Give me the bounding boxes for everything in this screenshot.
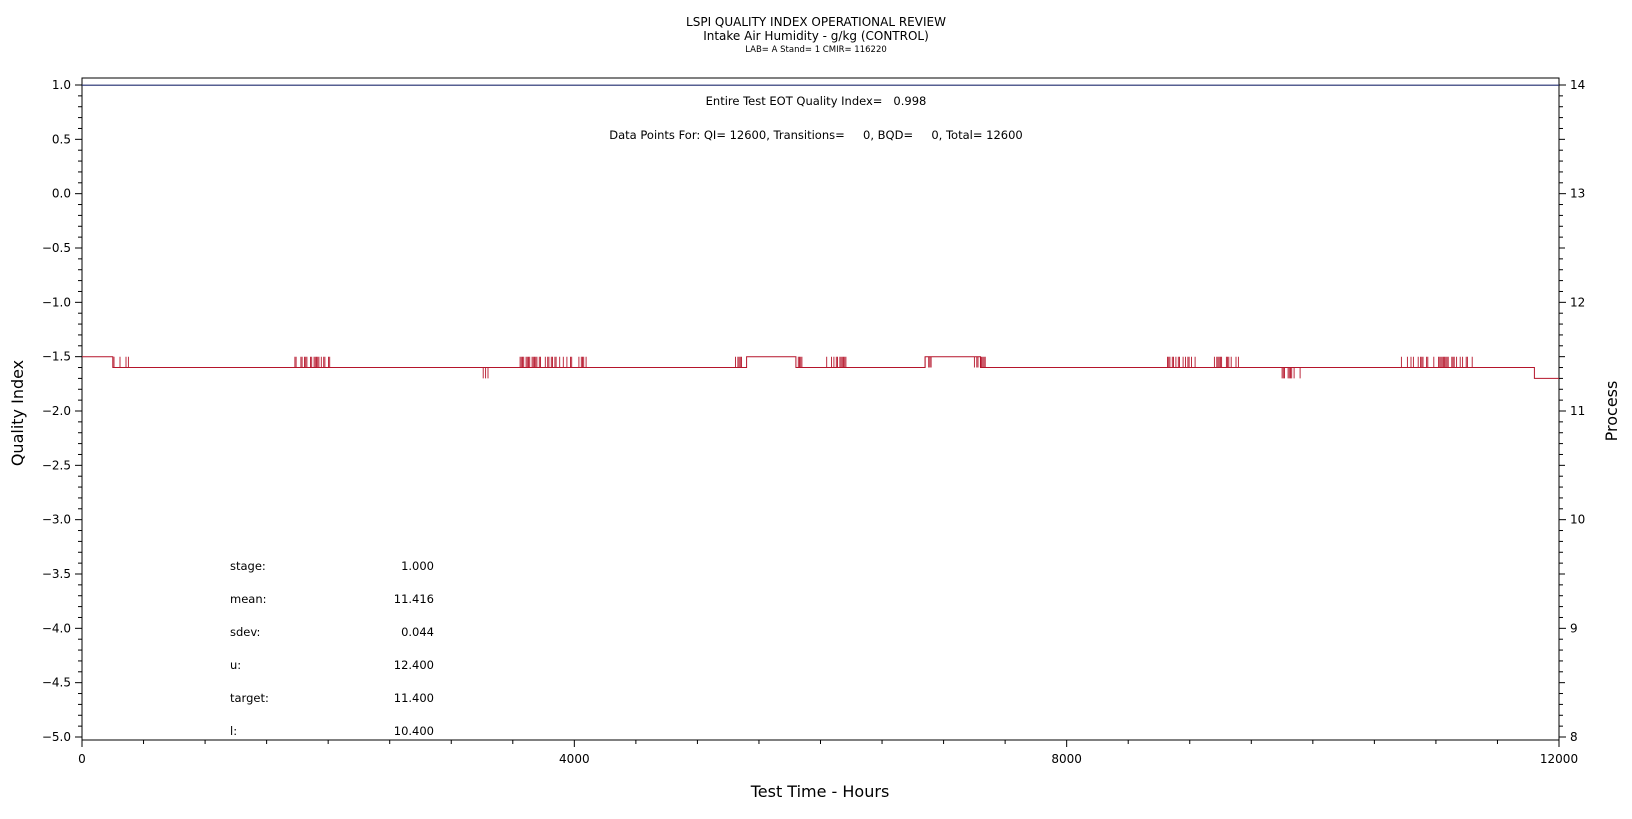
process-noise-burst xyxy=(1400,356,1473,368)
stat-value: 10.400 xyxy=(394,724,434,738)
stat-value: 12.400 xyxy=(394,658,434,672)
y-tick-label: −0.5 xyxy=(42,241,71,255)
y2-tick-label: 14 xyxy=(1570,78,1585,92)
y-tick-label: 1.0 xyxy=(52,78,71,92)
stat-label: u: xyxy=(230,658,241,672)
process-noise-burst xyxy=(1167,356,1196,368)
chart-subtitle: Intake Air Humidity - g/kg (CONTROL) xyxy=(703,29,929,43)
process-noise-burst xyxy=(924,356,932,368)
x-tick-label: 4000 xyxy=(559,752,590,766)
y-tick-label: −4.5 xyxy=(42,676,71,690)
left-axis-ticks: 1.0 0.5 0.0 −0.5 −1.0 −1.5 −2.0 −2.5 −3.0 −3.5 −4.… xyxy=(42,78,82,744)
y2-tick-label: 9 xyxy=(1570,621,1578,635)
eot-quality-index-annotation: Entire Test EOT Quality Index= 0.998 xyxy=(706,94,927,108)
chart-title: LSPI QUALITY INDEX OPERATIONAL REVIEW xyxy=(686,15,946,29)
series-layer xyxy=(82,84,1559,379)
process-noise-burst xyxy=(113,356,129,368)
process-noise-burst xyxy=(1213,356,1239,368)
y-tick-label: −2.0 xyxy=(42,404,71,418)
process-step-line xyxy=(82,356,1559,379)
stat-label: stage: xyxy=(230,559,266,573)
x-axis-label: Test Time - Hours xyxy=(750,782,890,801)
process-noise-burst xyxy=(735,356,742,368)
stat-label: sdev: xyxy=(230,625,260,639)
plot-frame xyxy=(81,77,1560,741)
y-tick-label: −4.0 xyxy=(42,621,71,635)
y2-tick-label: 13 xyxy=(1570,187,1585,201)
stat-value: 11.400 xyxy=(394,691,434,705)
process-noise-burst xyxy=(797,356,803,368)
y2-tick-label: 8 xyxy=(1570,730,1578,744)
stat-value: 11.416 xyxy=(394,592,434,606)
right-axis-ticks: 14 13 12 11 10 9 8 xyxy=(1559,78,1585,744)
chart-subtitle-secondary: LAB= A Stand= 1 CMIR= 116220 xyxy=(745,45,887,55)
process-noise-burst xyxy=(826,356,847,368)
y2-tick-label: 11 xyxy=(1570,404,1585,418)
stat-value: 1.000 xyxy=(401,559,434,573)
process-noise-burst xyxy=(1281,367,1301,379)
stats-block: stage: 1.000 mean: 11.416 sdev: 0.044 u: 12.400… xyxy=(230,559,434,738)
process-noise-burst xyxy=(482,367,489,379)
y-axis-label: Quality Index xyxy=(8,360,27,466)
process-noise-burst xyxy=(973,356,986,368)
process-noise-burst xyxy=(294,356,331,368)
x-tick-label: 8000 xyxy=(1051,752,1082,766)
y2-tick-label: 10 xyxy=(1570,513,1585,527)
x-tick-label: 12000 xyxy=(1540,752,1578,766)
stat-label: mean: xyxy=(230,592,267,606)
y2-tick-label: 12 xyxy=(1570,295,1585,309)
y-tick-label: −1.5 xyxy=(42,350,71,364)
y-tick-label: −3.5 xyxy=(42,567,71,581)
bottom-axis-ticks: 0 4000 8000 12000 xyxy=(78,740,1578,766)
y-tick-label: −1.0 xyxy=(42,295,71,309)
stat-label: target: xyxy=(230,691,269,705)
y-tick-label: 0.0 xyxy=(52,187,71,201)
y-tick-label: −5.0 xyxy=(42,730,71,744)
stat-value: 0.044 xyxy=(401,625,434,639)
stat-label: l: xyxy=(230,724,237,738)
data-points-annotation: Data Points For: QI= 12600, Transitions=… xyxy=(609,128,1022,142)
process-noise-burst xyxy=(519,356,587,368)
y2-axis-label: Process xyxy=(1602,381,1621,442)
y-tick-label: −2.5 xyxy=(42,458,71,472)
y-tick-label: 0.5 xyxy=(52,132,71,146)
y-tick-label: −3.0 xyxy=(42,513,71,527)
x-tick-label: 0 xyxy=(78,752,86,766)
